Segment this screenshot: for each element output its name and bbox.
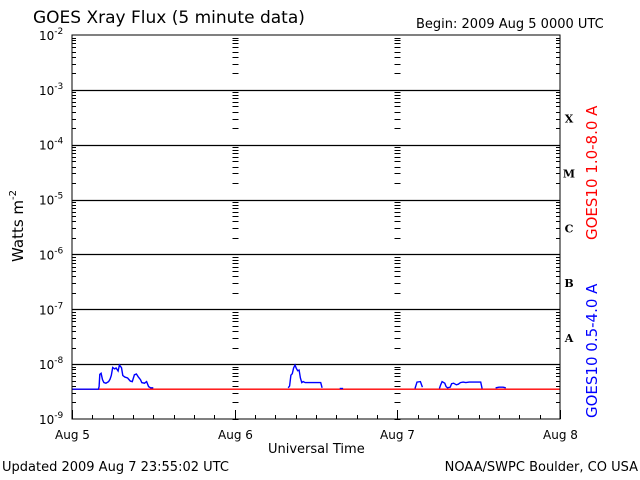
- credit-label: NOAA/SWPC Boulder, CO USA: [444, 460, 638, 475]
- y-tick-exponent: -9: [54, 411, 63, 421]
- updated-timestamp: Updated 2009 Aug 7 23:55:02 UTC: [2, 460, 229, 475]
- y-tick-label: 10-9: [39, 411, 64, 427]
- y-tick-exponent: -8: [54, 356, 63, 366]
- y-tick-base: 10: [39, 194, 54, 208]
- gridlines: [72, 89, 560, 366]
- flare-class-a: A: [564, 332, 574, 345]
- legend-goes10-long: GOES10 1.0-8.0 A: [583, 105, 601, 240]
- y-tick-exponent: -7: [54, 301, 63, 311]
- x-axis-ticks: Aug 5 Aug 6 Aug 7 Aug 8: [55, 410, 578, 442]
- x-tick-label: Aug 6: [218, 428, 253, 442]
- series-line-1: [72, 363, 154, 390]
- y-tick-exponent: -3: [54, 82, 63, 92]
- y-tick-exponent: -6: [54, 246, 63, 256]
- x-tick-label: Aug 7: [380, 428, 415, 442]
- series-line-1: [414, 380, 424, 389]
- y-tick-base: 10: [39, 303, 54, 317]
- y-tick-base: 10: [39, 84, 54, 98]
- y-tick-exponent: -5: [54, 192, 63, 202]
- y-tick-base: 10: [39, 248, 54, 262]
- x-tick-label: Aug 8: [543, 428, 578, 442]
- y-tick-label: 10-4: [39, 137, 64, 153]
- flare-class-b: B: [564, 277, 573, 290]
- y-tick-label: 10-3: [39, 82, 63, 98]
- flare-class-c: C: [565, 222, 574, 235]
- y-tick-label: 10-2: [39, 27, 63, 43]
- x-tick-label: Aug 5: [55, 428, 90, 442]
- series-line-1: [438, 380, 483, 389]
- minor-ticks: [232, 38, 401, 420]
- y-tick-base: 10: [39, 29, 54, 43]
- y-tick-exponent: -4: [54, 137, 63, 147]
- y-tick-exponent: -2: [54, 27, 63, 37]
- flare-class-x: X: [565, 113, 574, 126]
- y-axis-ticks: 10-210-310-410-510-610-710-810-9: [39, 27, 560, 427]
- y-tick-label: 10-6: [39, 246, 64, 262]
- flare-class-labels: X M C B A: [563, 113, 575, 345]
- begin-time-label: Begin: 2009 Aug 5 0000 UTC: [416, 17, 604, 32]
- y-tick-label: 10-7: [39, 301, 63, 317]
- series-lines: [72, 363, 560, 390]
- flare-class-m: M: [563, 167, 575, 180]
- x-axis-title: Universal Time: [268, 442, 365, 457]
- y-tick-label: 10-8: [39, 356, 64, 372]
- y-tick-base: 10: [39, 413, 54, 427]
- y-tick-base: 10: [39, 358, 54, 372]
- chart-title: GOES Xray Flux (5 minute data): [33, 8, 305, 28]
- y-axis-title: Watts m-2: [8, 190, 27, 262]
- y-tick-label: 10-5: [39, 192, 63, 208]
- series-line-1: [287, 363, 323, 389]
- legend-goes10-short: GOES10 0.5-4.0 A: [583, 283, 601, 418]
- plot-frame: [71, 34, 561, 420]
- series-line-1: [495, 386, 506, 389]
- y-tick-base: 10: [39, 139, 54, 153]
